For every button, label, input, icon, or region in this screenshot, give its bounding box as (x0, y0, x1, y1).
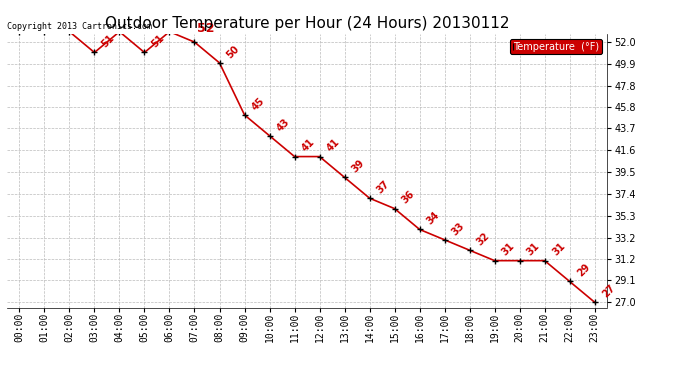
Text: 31: 31 (525, 241, 542, 258)
Text: 51: 51 (100, 33, 117, 50)
Text: 53: 53 (0, 374, 1, 375)
Text: 45: 45 (250, 96, 267, 112)
Legend: Temperature  (°F): Temperature (°F) (511, 39, 602, 54)
Text: 27: 27 (600, 283, 617, 300)
Text: 53: 53 (0, 374, 1, 375)
Text: 31: 31 (550, 241, 567, 258)
Text: 53: 53 (0, 374, 1, 375)
Text: 33: 33 (450, 220, 467, 237)
Text: 41: 41 (325, 137, 342, 154)
Text: 50: 50 (225, 44, 241, 60)
Text: 52: 52 (197, 22, 215, 35)
Text: 53: 53 (0, 374, 1, 375)
Text: 36: 36 (400, 189, 417, 206)
Text: 39: 39 (350, 158, 367, 175)
Text: 32: 32 (475, 231, 492, 248)
Text: 34: 34 (425, 210, 442, 226)
Text: 31: 31 (500, 241, 517, 258)
Title: Outdoor Temperature per Hour (24 Hours) 20130112: Outdoor Temperature per Hour (24 Hours) … (105, 16, 509, 31)
Text: 29: 29 (575, 262, 592, 279)
Text: 51: 51 (150, 33, 167, 50)
Text: 43: 43 (275, 116, 292, 133)
Text: 53: 53 (0, 374, 1, 375)
Text: 41: 41 (300, 137, 317, 154)
Text: Copyright 2013 Cartronics.com: Copyright 2013 Cartronics.com (7, 22, 152, 31)
Text: 37: 37 (375, 179, 392, 195)
